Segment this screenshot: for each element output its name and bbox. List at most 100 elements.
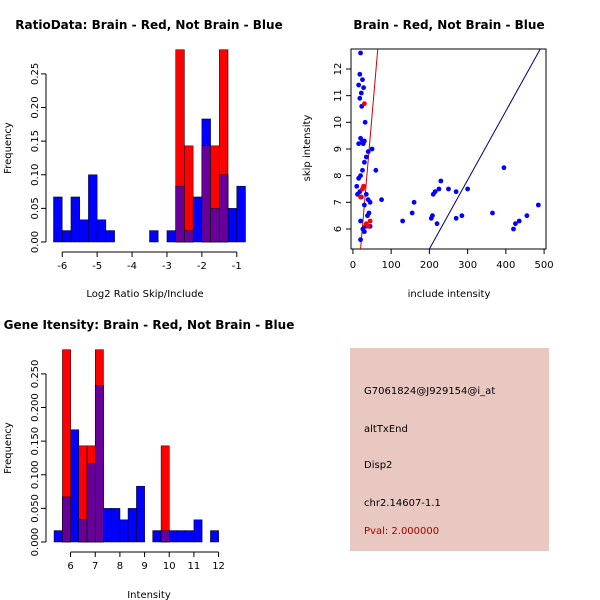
gene-y-tick-label-1: 0.050	[30, 494, 41, 523]
ratio-histogram-axes: 0.00 0.05 0.10 0.15 0.20 0.25 -6 -5 -4 -3 -2 -1	[30, 63, 242, 272]
ratio-bar-overlap-0	[175, 185, 185, 243]
scatter-point-notbrain-49	[434, 221, 440, 227]
ratio-bar-notbrain-16	[192, 196, 203, 243]
gene-bar-notbrain-8	[119, 519, 129, 543]
gene-x-tick-label-3: 9	[141, 561, 147, 572]
scatter-point-notbrain-61	[535, 202, 541, 208]
scatter-point-notbrain-0	[358, 50, 363, 56]
ratio-bar-notbrain-0	[53, 196, 63, 243]
scatter-point-notbrain-41	[409, 210, 415, 216]
gene-x-tick-label-1: 7	[92, 561, 98, 572]
scatter-fit-line-1	[428, 48, 541, 250]
scatter-y-tick-label-6: 12	[333, 63, 344, 76]
ratio-bar-notbrain-6	[105, 230, 115, 243]
gene-bar-overlap-4	[160, 530, 170, 543]
scatter-point-notbrain-8	[362, 119, 368, 125]
scatter-point-notbrain-52	[453, 189, 459, 195]
ratio-y-tick-label-5: 0.25	[30, 63, 41, 85]
ratio-bar-overlap-3	[210, 208, 220, 243]
gene-bar-notbrain-14	[168, 530, 178, 543]
gene-bar-brain-4	[160, 445, 170, 543]
ratio-x-tick-label-5: -1	[232, 261, 242, 272]
scatter-point-notbrain-56	[501, 165, 507, 171]
ratio-histogram-xlabel: Log2 Ratio Skip/Include	[86, 289, 203, 300]
scatter-point-notbrain-22	[354, 183, 360, 189]
ratio-bar-notbrain-4	[88, 174, 98, 243]
gene-bar-notbrain-9	[127, 508, 137, 543]
scatter-plot-box	[350, 48, 547, 250]
scatter-y-tick-label-1: 7	[333, 199, 344, 205]
gene-histogram-axes: 0.000 0.050 0.100 0.150 0.200 0.250 6 7 8 9 10 11 12	[30, 360, 225, 572]
scatter-point-notbrain-33	[358, 218, 363, 224]
ratio-bar-notbrain-21	[236, 185, 246, 243]
gene-x-tick-label-2: 8	[117, 561, 123, 572]
ratio-x-tick-label-4: -2	[197, 261, 207, 272]
scatter-x-tick-label-0: 0	[350, 260, 356, 271]
ratio-bar-notbrain-13	[166, 230, 176, 243]
scatter-xlabel: include intensity	[408, 289, 491, 300]
ratio-bar-notbrain-3	[79, 219, 89, 243]
scatter-point-notbrain-60	[524, 213, 530, 219]
scatter-point-notbrain-54	[465, 186, 471, 192]
gene-x-tick-label-6: 12	[212, 561, 225, 572]
scatter-y-tick-label-0: 6	[333, 226, 344, 232]
scatter-point-brain-2	[358, 194, 363, 200]
scatter-y-tick-label-4: 10	[333, 116, 344, 129]
scatter-point-notbrain-57	[513, 221, 518, 227]
category-text: Disp2	[364, 460, 393, 471]
scatter-point-notbrain-16	[363, 154, 369, 160]
scatter-point-notbrain-13	[356, 141, 362, 147]
scatter-point-notbrain-30	[361, 202, 367, 208]
scatter-point-notbrain-5	[361, 85, 367, 91]
ratio-bar-notbrain-1	[61, 230, 72, 243]
scatter-point-notbrain-21	[373, 167, 379, 173]
gene-bar-notbrain-15	[177, 530, 186, 543]
gene-bar-overlap-0	[62, 496, 71, 543]
scatter-point-brain-5	[361, 183, 367, 189]
ratio-x-tick-label-2: -4	[127, 261, 137, 272]
scatter-fit-lines	[360, 48, 541, 250]
gene-bar-overlap-2	[86, 463, 96, 543]
scatter-point-notbrain-58	[511, 226, 516, 232]
ratio-x-tick-label-3: -3	[162, 261, 172, 272]
scatter-point-notbrain-40	[400, 218, 406, 224]
scatter-x-tick-label-1: 100	[382, 260, 401, 271]
ratio-y-tick-label-4: 0.20	[30, 96, 41, 118]
gene-bar-notbrain-10	[136, 485, 145, 543]
gene-y-tick-label-0: 0.000	[30, 528, 41, 557]
scatter-point-notbrain-38	[361, 229, 367, 235]
scatter-point-brain-4	[367, 218, 373, 224]
scatter-point-notbrain-29	[367, 199, 373, 205]
ratio-histogram-bars	[53, 49, 246, 243]
ratio-x-tick-label-1: -5	[92, 261, 102, 272]
scatter-point-notbrain-2	[360, 77, 365, 83]
event-type-text: altTxEnd	[364, 424, 408, 435]
scatter-point-notbrain-50	[446, 186, 451, 192]
scatter-points	[354, 50, 541, 243]
gene-histogram-panel: Gene Itensity: Brain - Red, Not Brain - …	[3, 318, 294, 600]
scatter-point-notbrain-47	[436, 186, 442, 192]
ratio-bar-brain-1	[184, 145, 194, 243]
scatter-point-notbrain-46	[432, 189, 438, 195]
ratio-y-tick-label-2: 0.10	[30, 164, 41, 186]
scatter-point-notbrain-59	[516, 218, 522, 224]
ratio-y-tick-label-0: 0.00	[30, 231, 41, 253]
scatter-point-notbrain-3	[356, 82, 362, 88]
scatter-point-notbrain-26	[363, 191, 369, 197]
gene-x-tick-label-4: 10	[163, 561, 176, 572]
scatter-point-notbrain-42	[411, 199, 417, 205]
gene-histogram-title: Gene Itensity: Brain - Red, Not Brain - …	[4, 318, 295, 332]
gene-bar-overlap-3	[94, 385, 104, 543]
scatter-x-tick-label-5: 500	[535, 260, 554, 271]
ratio-y-tick-label-1: 0.05	[30, 197, 41, 219]
scatter-x-tick-label-4: 400	[496, 260, 515, 271]
gene-bar-notbrain-0	[53, 530, 63, 543]
scatter-point-notbrain-44	[430, 213, 435, 219]
gene-x-tick-label-5: 11	[188, 561, 201, 572]
gene-histogram-ylabel: Frequency	[3, 422, 14, 474]
scatter-y-tick-label-3: 9	[333, 146, 344, 152]
scatter-point-notbrain-20	[356, 175, 362, 181]
scatter-point-notbrain-51	[453, 215, 459, 221]
scatter-point-notbrain-1	[357, 71, 363, 77]
